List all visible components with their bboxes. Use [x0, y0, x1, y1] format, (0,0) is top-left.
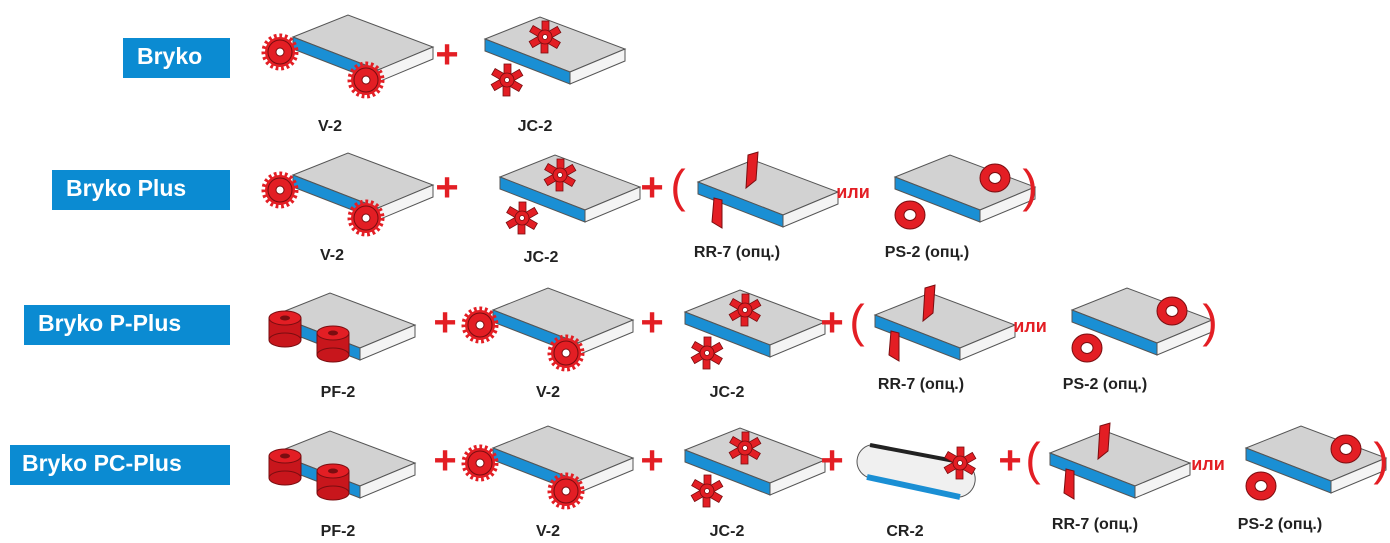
- part-label: RR-7 (опц.): [694, 244, 780, 261]
- icon: [698, 152, 838, 228]
- sign: +: [435, 33, 458, 77]
- icon: [1246, 426, 1386, 500]
- sign: +: [640, 301, 663, 345]
- part-label: RR-7 (опц.): [1052, 516, 1138, 533]
- sign: +: [820, 301, 843, 345]
- badge: [24, 305, 230, 345]
- badge: [123, 38, 230, 78]
- part-label: JC-2: [710, 523, 745, 540]
- row-title: Bryko Plus: [66, 175, 186, 201]
- part-label: PS-2 (опц.): [1063, 376, 1147, 393]
- row-title: Bryko: [137, 43, 202, 69]
- icon: [685, 290, 825, 369]
- sign: +: [820, 439, 843, 483]
- part-label: V-2: [536, 384, 560, 401]
- icon: [265, 15, 433, 95]
- part-label: PS-2 (опц.): [1238, 516, 1322, 533]
- icon: [269, 293, 415, 362]
- part-label: PF-2: [321, 384, 356, 401]
- icon: [500, 155, 640, 234]
- part-label: CR-2: [886, 523, 923, 540]
- icon: [465, 288, 633, 368]
- sign: +: [998, 439, 1021, 483]
- icon: [465, 426, 633, 506]
- sign: или: [1013, 316, 1047, 336]
- icon: [875, 285, 1015, 361]
- sign: (: [1025, 433, 1041, 485]
- sign: (: [849, 295, 865, 347]
- part-label: V-2: [320, 247, 344, 264]
- part-label: RR-7 (опц.): [878, 376, 964, 393]
- badge: [52, 170, 230, 210]
- sign: ): [1202, 295, 1217, 347]
- row-title: Bryko PC-Plus: [22, 450, 182, 476]
- part-label: V-2: [536, 523, 560, 540]
- sign: ): [1373, 433, 1388, 485]
- row-title: Bryko P-Plus: [38, 310, 181, 336]
- part-label: JC-2: [518, 118, 553, 135]
- icon: [485, 17, 625, 96]
- sign: или: [836, 182, 870, 202]
- part-label: JC-2: [524, 249, 559, 266]
- part-label: V-2: [318, 118, 342, 135]
- icon: [895, 155, 1035, 229]
- icon: [1072, 288, 1212, 362]
- part-label: PS-2 (опц.): [885, 244, 969, 261]
- part-label: JC-2: [710, 384, 745, 401]
- sign: +: [433, 301, 456, 345]
- sign: +: [640, 166, 663, 210]
- part-label: PF-2: [321, 523, 356, 540]
- sign: или: [1191, 454, 1225, 474]
- badge: [10, 445, 230, 485]
- icon: [269, 431, 415, 500]
- sign: +: [640, 439, 663, 483]
- sign: +: [435, 166, 458, 210]
- sign: +: [433, 439, 456, 483]
- icon: [685, 428, 825, 507]
- sign: ): [1022, 160, 1037, 212]
- icon: [265, 153, 433, 233]
- icon: [1050, 423, 1190, 499]
- icon: [857, 445, 976, 497]
- sign: (: [670, 160, 686, 212]
